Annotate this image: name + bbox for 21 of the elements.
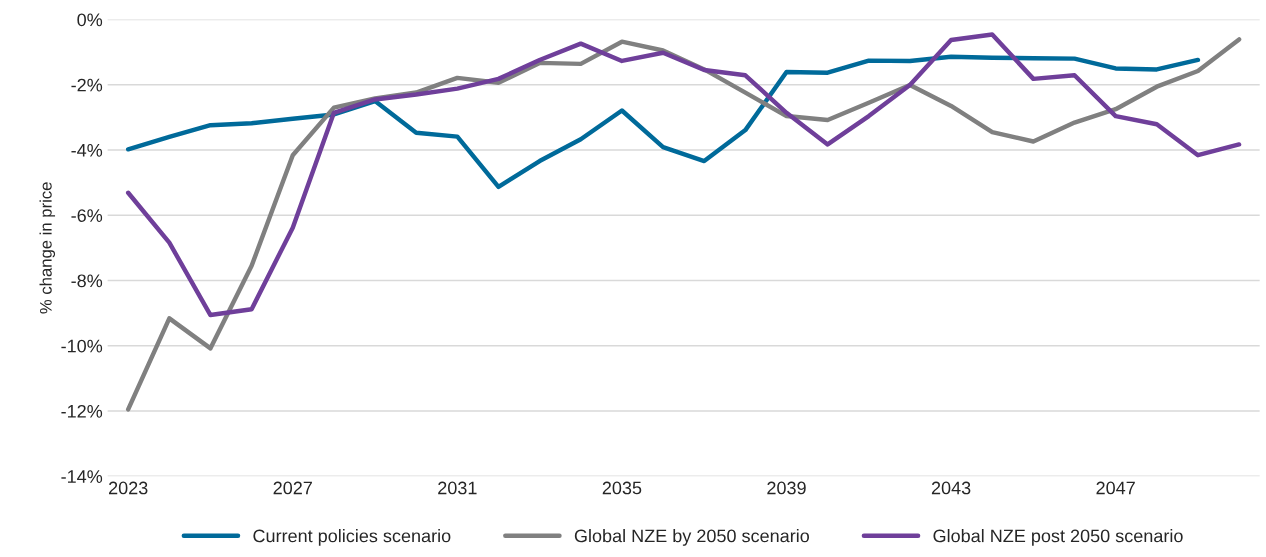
y-tick-label: -2% — [71, 78, 103, 92]
line-series — [125, 54, 1201, 190]
x-tick-label: 2031 — [438, 481, 477, 495]
legend-label: Current policies scenario — [253, 529, 451, 546]
line-series — [125, 32, 1242, 318]
y-tick-label: -12% — [61, 404, 103, 418]
y-tick-label: -10% — [61, 339, 103, 353]
x-tick-label: 2047 — [1096, 481, 1135, 495]
legend-label: Global NZE by 2050 scenario — [574, 529, 810, 546]
legend-label: Global NZE post 2050 scenario — [933, 529, 1183, 546]
x-tick-label: 2043 — [931, 481, 971, 495]
x-tick-label: 2039 — [767, 481, 806, 495]
x-tick-label: 2027 — [273, 481, 312, 495]
y-tick-label: -8% — [71, 274, 103, 288]
x-tick-label: 2035 — [602, 481, 642, 495]
x-tick-label: 2023 — [109, 481, 148, 495]
y-tick-label: 0% — [77, 13, 103, 27]
y-tick-label: -6% — [71, 209, 103, 222]
y-tick-label: -4% — [71, 144, 103, 157]
y-tick-label: -14% — [61, 470, 103, 483]
y-axis-title: % change in price — [39, 182, 56, 314]
